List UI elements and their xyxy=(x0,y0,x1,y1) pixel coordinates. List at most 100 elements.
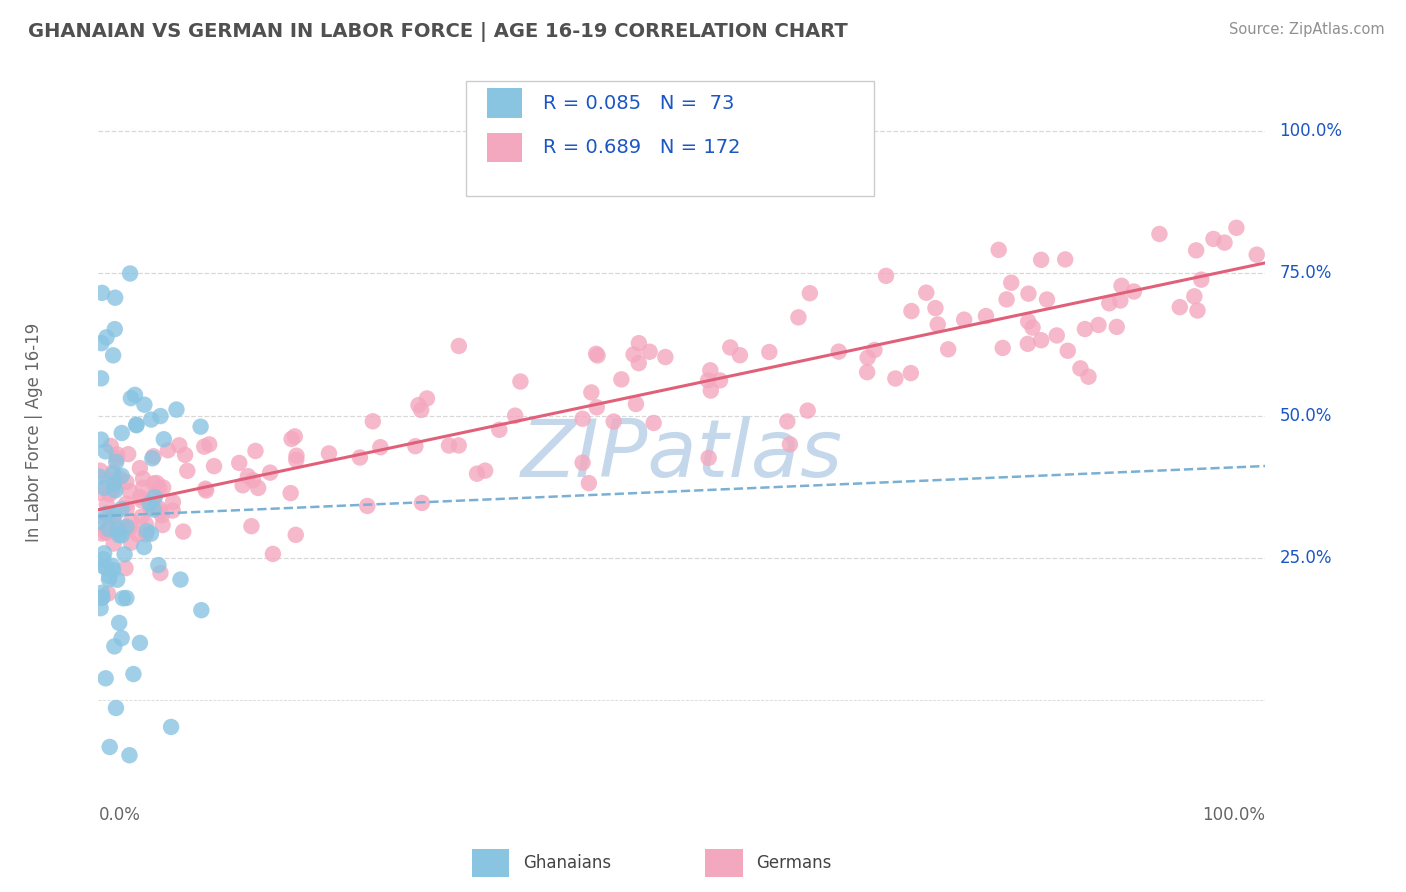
Point xyxy=(120,391,142,405)
Point xyxy=(131,509,153,524)
Point xyxy=(1202,232,1225,246)
Point xyxy=(1122,285,1144,299)
Point xyxy=(107,523,129,537)
Point xyxy=(118,483,141,498)
Text: 100.0%: 100.0% xyxy=(1279,122,1343,140)
Point xyxy=(96,507,118,521)
Point xyxy=(118,748,141,763)
Point xyxy=(1168,300,1191,314)
Point xyxy=(236,469,259,483)
Point xyxy=(131,493,153,508)
Point xyxy=(638,344,661,359)
Point xyxy=(465,467,488,481)
Point xyxy=(585,401,607,415)
Point xyxy=(169,573,191,587)
Point xyxy=(149,504,172,518)
Point xyxy=(90,586,112,600)
Point xyxy=(101,558,124,573)
Point xyxy=(93,559,115,574)
Point xyxy=(1046,328,1069,343)
Point xyxy=(89,469,111,483)
Point xyxy=(799,286,821,301)
Point xyxy=(115,475,138,489)
Point xyxy=(101,348,124,362)
Point xyxy=(411,496,433,510)
Point xyxy=(571,411,593,425)
Point xyxy=(104,322,127,336)
Point xyxy=(135,527,157,541)
Point xyxy=(447,339,470,353)
Point xyxy=(160,720,183,734)
Point xyxy=(1185,244,1208,258)
Point xyxy=(94,525,117,540)
Point xyxy=(162,503,184,517)
Point xyxy=(232,478,254,492)
Point xyxy=(93,552,115,566)
Point xyxy=(654,350,676,364)
Point xyxy=(93,481,115,495)
Point xyxy=(141,412,163,426)
Point xyxy=(108,471,131,485)
Point xyxy=(1054,252,1077,267)
Text: R = 0.689   N = 172: R = 0.689 N = 172 xyxy=(543,138,741,157)
Point xyxy=(89,515,111,529)
Point xyxy=(198,437,221,451)
Point xyxy=(924,301,946,315)
Point xyxy=(643,416,665,430)
Point xyxy=(416,392,439,406)
Point xyxy=(110,502,132,516)
Point xyxy=(194,482,217,496)
Point xyxy=(900,304,922,318)
Point xyxy=(247,481,270,495)
Point xyxy=(1021,320,1043,334)
Point xyxy=(228,456,250,470)
Point xyxy=(89,464,111,478)
Point xyxy=(135,524,157,538)
Point xyxy=(111,631,134,645)
Point xyxy=(162,495,184,509)
Point xyxy=(1056,343,1078,358)
Point xyxy=(1105,319,1128,334)
Point xyxy=(610,372,633,386)
Point xyxy=(101,563,124,577)
Point xyxy=(105,455,128,469)
Point xyxy=(627,356,650,370)
Point xyxy=(97,522,120,536)
Point xyxy=(104,291,127,305)
Point xyxy=(139,501,162,516)
Point xyxy=(1213,235,1236,250)
Point xyxy=(697,450,720,465)
Point xyxy=(149,409,172,423)
Point xyxy=(1074,322,1097,336)
Point xyxy=(190,419,212,434)
Point xyxy=(190,603,212,617)
Point xyxy=(127,527,149,541)
Point xyxy=(718,340,741,354)
Point xyxy=(1189,273,1212,287)
Point xyxy=(94,671,117,685)
Point xyxy=(101,465,124,479)
Point xyxy=(98,487,121,501)
Point xyxy=(828,344,851,359)
Point xyxy=(103,640,125,654)
Point xyxy=(1182,289,1205,303)
Point xyxy=(585,347,607,361)
Point xyxy=(129,490,152,504)
Point xyxy=(699,363,721,377)
Point xyxy=(120,267,142,281)
Text: 25.0%: 25.0% xyxy=(1279,549,1331,567)
Text: Source: ZipAtlas.com: Source: ZipAtlas.com xyxy=(1229,22,1385,37)
Point xyxy=(94,513,117,527)
Point xyxy=(987,243,1010,257)
Point xyxy=(138,497,160,511)
Point xyxy=(94,444,117,458)
Point xyxy=(111,528,134,542)
Point xyxy=(174,448,197,462)
Point xyxy=(153,432,176,446)
Point xyxy=(927,318,949,332)
Point xyxy=(581,385,603,400)
Point xyxy=(285,449,308,463)
Point xyxy=(1069,361,1091,376)
Point xyxy=(1087,318,1109,332)
Point xyxy=(132,481,155,495)
